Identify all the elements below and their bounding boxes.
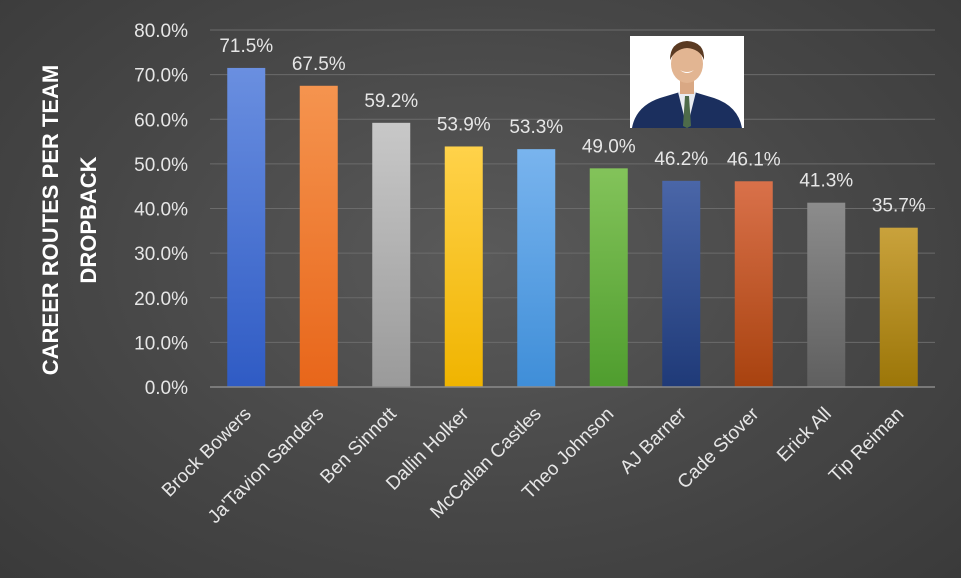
- bars: [227, 67, 918, 388]
- bar-5: [589, 168, 628, 387]
- data-label: 49.0%: [582, 136, 636, 157]
- bar-0: [227, 67, 266, 388]
- y-tick-label: 40.0%: [134, 200, 188, 221]
- player-headshot-icon: [630, 36, 744, 128]
- x-category-label: AJ Barner: [616, 403, 691, 478]
- data-label: 53.9%: [437, 114, 491, 135]
- data-label: 41.3%: [799, 171, 853, 192]
- data-label: 59.2%: [364, 91, 418, 112]
- y-axis-title-line2: DROPBACK: [76, 156, 101, 283]
- data-label: 46.1%: [727, 149, 781, 170]
- y-axis-ticks: 0.0% 10.0% 20.0% 30.0% 40.0% 50.0% 60.0% 70.0% 8…: [134, 21, 188, 399]
- data-label: 53.3%: [509, 117, 563, 138]
- bar-3: [444, 146, 483, 387]
- y-tick-label: 70.0%: [134, 66, 188, 87]
- y-axis-title-line1: CAREER ROUTES PER TEAM: [38, 65, 63, 375]
- y-tick-label: 60.0%: [134, 110, 188, 131]
- y-tick-label: 0.0%: [145, 378, 188, 399]
- x-category-label: Erick All: [773, 404, 836, 467]
- bar-4: [517, 149, 556, 387]
- y-tick-label: 50.0%: [134, 155, 188, 176]
- y-tick-label: 30.0%: [134, 244, 188, 265]
- y-tick-label: 80.0%: [134, 21, 188, 42]
- bar-8: [807, 202, 846, 387]
- data-label: 71.5%: [219, 36, 273, 57]
- data-label: 67.5%: [292, 54, 346, 75]
- bar-9: [879, 227, 918, 387]
- y-tick-label: 20.0%: [134, 289, 188, 310]
- data-labels: 71.5% 67.5% 59.2% 53.9% 53.3% 49.0% 46.2% 46.1%…: [219, 36, 925, 217]
- bar-7: [734, 181, 773, 387]
- bar-6: [662, 180, 701, 387]
- data-label: 46.2%: [654, 149, 708, 170]
- x-category-label: Tip Reiman: [825, 404, 908, 487]
- y-tick-label: 10.0%: [134, 333, 188, 354]
- bar-1: [299, 85, 338, 387]
- bar-2: [372, 122, 411, 387]
- data-label: 35.7%: [872, 196, 926, 217]
